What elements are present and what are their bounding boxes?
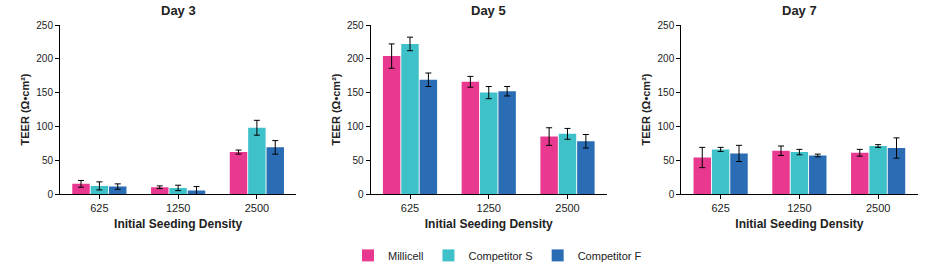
svg-text:0: 0	[358, 189, 364, 200]
svg-text:250: 250	[347, 20, 364, 31]
svg-text:100: 100	[658, 121, 675, 132]
svg-text:50: 50	[42, 155, 54, 166]
svg-text:Competitor S: Competitor S	[468, 250, 532, 262]
svg-text:1250: 1250	[477, 202, 501, 214]
svg-text:Day 5: Day 5	[471, 3, 506, 18]
svg-text:Millicell: Millicell	[388, 250, 423, 262]
svg-text:TEER (Ω•cm²): TEER (Ω•cm²)	[330, 73, 342, 145]
svg-text:Initial Seeding Density: Initial Seeding Density	[114, 217, 242, 231]
svg-text:2500: 2500	[866, 202, 890, 214]
svg-text:200: 200	[658, 53, 675, 64]
svg-text:250: 250	[36, 20, 53, 31]
svg-text:Initial Seeding Density: Initial Seeding Density	[735, 217, 863, 231]
svg-text:150: 150	[36, 87, 53, 98]
svg-text:625: 625	[401, 202, 419, 214]
svg-text:200: 200	[347, 53, 364, 64]
svg-text:50: 50	[353, 155, 365, 166]
svg-text:200: 200	[36, 53, 53, 64]
svg-text:100: 100	[36, 121, 53, 132]
svg-text:2500: 2500	[555, 202, 579, 214]
svg-text:TEER (Ω•cm²): TEER (Ω•cm²)	[19, 73, 31, 145]
svg-text:625: 625	[711, 202, 729, 214]
svg-text:Day 7: Day 7	[782, 3, 817, 18]
svg-text:2500: 2500	[245, 202, 269, 214]
svg-text:Competitor F: Competitor F	[578, 250, 642, 262]
svg-text:625: 625	[90, 202, 108, 214]
svg-text:0: 0	[47, 189, 53, 200]
svg-text:1250: 1250	[166, 202, 190, 214]
svg-text:150: 150	[347, 87, 364, 98]
svg-text:Initial Seeding Density: Initial Seeding Density	[425, 217, 553, 231]
svg-text:100: 100	[347, 121, 364, 132]
svg-text:TEER (Ω•cm²): TEER (Ω•cm²)	[640, 73, 652, 145]
svg-text:250: 250	[658, 20, 675, 31]
svg-text:0: 0	[669, 189, 675, 200]
svg-text:Day 3: Day 3	[161, 3, 196, 18]
svg-text:1250: 1250	[787, 202, 811, 214]
svg-text:150: 150	[658, 87, 675, 98]
svg-text:50: 50	[663, 155, 675, 166]
